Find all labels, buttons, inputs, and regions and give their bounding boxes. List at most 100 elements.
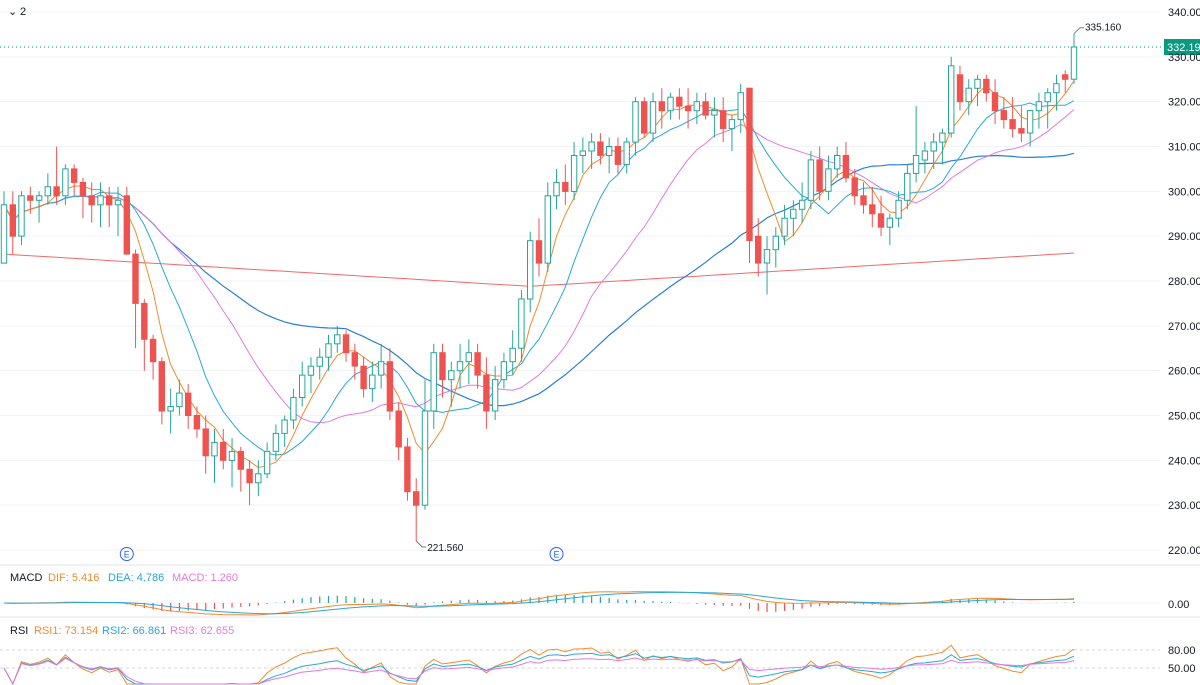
price-axis-tick: 330.00 bbox=[1168, 52, 1200, 64]
candle-up bbox=[255, 473, 262, 484]
rsi-title: RSI bbox=[10, 625, 28, 637]
candle-up bbox=[930, 141, 937, 152]
grid-lines bbox=[0, 11, 1160, 551]
candle-down bbox=[877, 213, 885, 228]
candle-up bbox=[1053, 83, 1060, 94]
candle-down bbox=[158, 361, 166, 412]
candle-up bbox=[316, 356, 323, 367]
candle-down bbox=[860, 195, 867, 206]
candle-up bbox=[500, 361, 508, 381]
candle-up bbox=[421, 410, 429, 506]
candle-up bbox=[0, 204, 8, 264]
last-price-tag-bg bbox=[1164, 39, 1200, 56]
candle-up bbox=[334, 334, 341, 345]
candle-down bbox=[386, 361, 394, 412]
candle-down bbox=[991, 92, 999, 112]
price-axis-tick: 340.00 bbox=[1168, 7, 1200, 19]
candle-up bbox=[605, 146, 613, 156]
candle-up bbox=[623, 141, 630, 165]
candle-up bbox=[527, 240, 534, 300]
candle-down bbox=[1009, 119, 1016, 130]
price-axis[interactable]: 340.00 330.00 320.00 310.00 300.00 290.00 280.… bbox=[1168, 7, 1200, 557]
candle-up bbox=[1070, 46, 1078, 80]
candle-down bbox=[351, 352, 359, 367]
candle-down bbox=[658, 101, 665, 112]
price-axis-tick: 230.00 bbox=[1168, 500, 1200, 512]
price-axis-tick: 280.00 bbox=[1168, 276, 1200, 288]
candle-down bbox=[220, 441, 227, 461]
candle-up bbox=[307, 365, 315, 376]
candle-up bbox=[491, 379, 499, 412]
candle-down bbox=[439, 352, 446, 381]
candle-up bbox=[35, 195, 43, 201]
rsi-axis-tick-50: 50.00 bbox=[1168, 663, 1196, 675]
candle-down bbox=[614, 146, 622, 165]
candle-down bbox=[9, 204, 17, 237]
candle-up bbox=[211, 441, 218, 457]
candle-up bbox=[781, 217, 788, 237]
earnings-marker-label: E bbox=[554, 550, 560, 560]
candle-down bbox=[246, 468, 253, 484]
low-annotation: 221.560 bbox=[427, 543, 464, 554]
earnings-marker-label: E bbox=[124, 550, 130, 560]
candle-up bbox=[895, 199, 902, 219]
price-axis-tick: 250.00 bbox=[1168, 411, 1200, 423]
candle-up bbox=[667, 96, 674, 112]
candle-up bbox=[939, 132, 946, 143]
macd-pane bbox=[0, 591, 1160, 616]
candle-up bbox=[834, 155, 841, 170]
candle-up bbox=[290, 397, 297, 421]
price-axis-tick: 240.00 bbox=[1168, 455, 1200, 467]
candle-down bbox=[641, 101, 648, 134]
candle-up bbox=[430, 352, 437, 412]
rsi-axis-tick-80: 80.00 bbox=[1168, 645, 1196, 657]
candle-down bbox=[70, 168, 78, 183]
candle-up bbox=[912, 155, 920, 174]
candle-down bbox=[123, 195, 130, 255]
candle-down bbox=[684, 105, 692, 112]
chevron-down-icon[interactable]: ⌄ bbox=[8, 5, 17, 18]
candle-up bbox=[228, 450, 236, 461]
candle-up bbox=[509, 347, 516, 363]
high-annotation: 335.160 bbox=[1085, 23, 1122, 34]
candle-up bbox=[263, 450, 271, 475]
candle-up bbox=[974, 78, 981, 89]
price-axis-tick: 310.00 bbox=[1168, 142, 1200, 154]
candle-down bbox=[360, 365, 367, 390]
candle-down bbox=[597, 141, 604, 156]
candle-down bbox=[106, 195, 113, 206]
candle-down bbox=[983, 78, 990, 94]
candle-down bbox=[193, 415, 201, 430]
macd-value-label: MACD: 1.260 bbox=[172, 572, 238, 584]
candle-up bbox=[763, 249, 771, 264]
candle-up bbox=[632, 101, 639, 143]
candle-up bbox=[570, 155, 578, 192]
candle-up bbox=[798, 199, 806, 210]
candle-up bbox=[693, 101, 700, 112]
last-price-value: 332.19 bbox=[1167, 42, 1200, 54]
candle-up bbox=[649, 101, 657, 134]
candle-up bbox=[62, 168, 69, 197]
ma20-line bbox=[3, 109, 1075, 424]
candle-up bbox=[272, 432, 280, 452]
candle-down bbox=[342, 334, 350, 354]
candle-down bbox=[535, 240, 543, 264]
candle-up bbox=[1035, 101, 1043, 112]
candle-down bbox=[141, 302, 148, 340]
candle-up bbox=[904, 172, 911, 201]
candle-up bbox=[588, 141, 595, 152]
rsi2-label: RSI2: 66.861 bbox=[102, 625, 166, 637]
rsi1-line bbox=[3, 644, 1075, 685]
candle-down bbox=[202, 428, 209, 457]
price-axis-tick: 220.00 bbox=[1168, 545, 1200, 557]
candle-down bbox=[755, 235, 762, 264]
candle-down bbox=[185, 392, 192, 417]
candle-down bbox=[1018, 128, 1025, 134]
pane-count: 2 bbox=[20, 6, 26, 18]
candle-up bbox=[448, 370, 455, 381]
candle-up bbox=[711, 110, 718, 116]
candle-up bbox=[281, 419, 288, 434]
candle-up bbox=[44, 186, 51, 197]
price-axis-tick: 270.00 bbox=[1168, 321, 1200, 333]
